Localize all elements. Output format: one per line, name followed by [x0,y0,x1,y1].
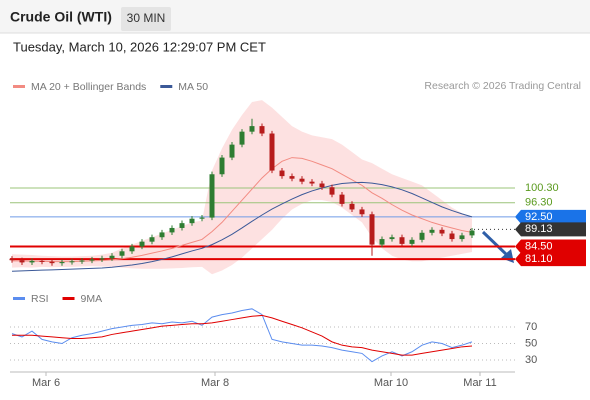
candle-body [219,157,225,175]
candle-body [419,232,425,240]
candle-body [229,144,235,158]
x-tick-label: Mar 6 [32,377,60,389]
legend-label: 9MA [81,293,103,305]
candle-body [379,239,385,245]
candle-body [309,181,315,184]
candle-body [389,237,395,240]
instrument-title: Crude Oil (WTI) [10,9,112,25]
y-tick-label: 30 [525,354,537,366]
legend-swatch [62,297,75,300]
candle-body [119,251,125,256]
level-label: 100.30 [525,182,559,194]
candle-body [349,203,355,210]
level-label: 96.30 [525,197,553,209]
candle-body [319,183,325,188]
candle-body [139,241,145,247]
legend-label: MA 20 + Bollinger Bands [31,81,146,93]
ma-line [11,181,473,272]
copyright: Research © 2026 Trading Central [424,80,581,92]
candle-body [29,260,35,263]
candle-body [299,178,305,182]
candle-body [59,262,65,264]
candle-body [179,223,185,228]
level-label: 81.10 [525,253,553,265]
ma-line [12,157,473,263]
header-bar [0,0,590,33]
candle-body [69,261,75,263]
candle-body [99,258,105,260]
candle-body [459,235,465,240]
candle-body [209,174,215,218]
interval-label[interactable]: 30 MIN [127,11,166,25]
level-box [515,252,586,267]
x-tick-label: Mar 11 [463,377,496,389]
candle-body [169,227,175,233]
candle-body [469,230,475,236]
candle-body [89,259,95,261]
legend-swatch [13,297,25,300]
candle-body [249,126,255,132]
candle-body [269,133,275,171]
candle-body [49,261,55,264]
legend-swatch [13,85,25,88]
candle-body [399,237,405,244]
candle-body [279,170,285,177]
level-box [515,239,586,254]
candle-body [39,260,45,262]
forecast-arrow [481,230,510,258]
candle-body [159,232,165,238]
candle-body [79,260,85,262]
candle-body [9,258,15,261]
indicator-line [12,314,473,356]
level-box [515,222,586,237]
legend-label: MA 50 [178,81,208,93]
level-label: 89.13 [525,223,553,235]
candle-body [449,233,455,240]
candle-body [289,176,295,179]
candle-body [329,187,335,195]
level-label: 92.50 [525,211,553,223]
y-tick-label: 70 [525,321,537,333]
candle-body [339,194,345,204]
candle-body [129,246,135,252]
candle-body [359,209,365,215]
interval-badge[interactable] [121,7,171,31]
bollinger-band [12,100,472,275]
candle-body [149,237,155,242]
legend-swatch [160,85,173,88]
candle-body [19,260,25,263]
y-tick-label: 50 [525,337,537,349]
candle-body [199,217,205,219]
candle-body [259,126,265,134]
x-tick-label: Mar 10 [374,377,408,389]
level-label: 84.50 [525,240,553,252]
candle-body [369,214,375,245]
legend-label: RSI [31,293,49,305]
candle-body [239,131,245,145]
timestamp: Tuesday, March 10, 2026 12:29:07 PM CET [13,39,266,54]
candle-body [409,239,415,244]
candle-body [189,218,195,224]
candle-body [429,229,435,233]
x-tick-label: Mar 8 [201,377,229,389]
candle-body [109,255,115,259]
level-box [515,209,586,224]
indicator-line [11,308,473,363]
candle-body [439,229,445,234]
